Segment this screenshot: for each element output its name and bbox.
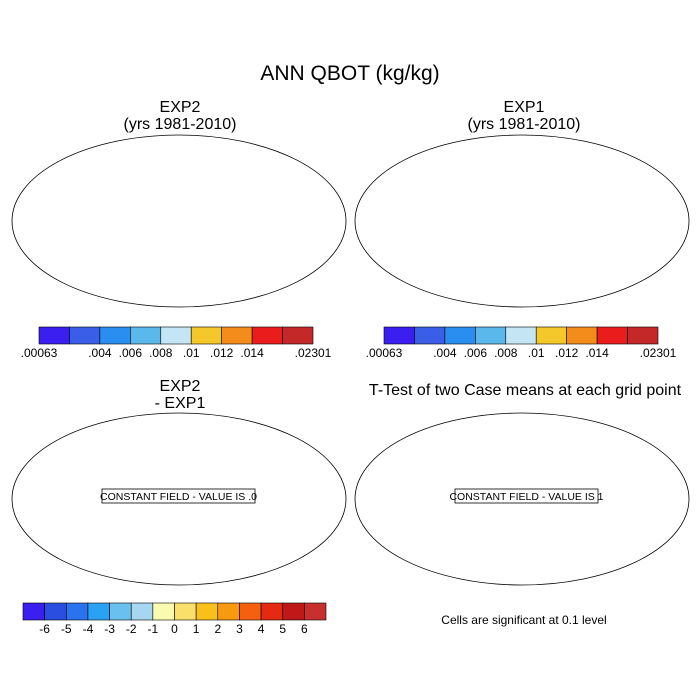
colorbar-exp2-swatch [251, 326, 283, 345]
colorbar-diff-swatch [174, 602, 197, 621]
colorbar-diff-swatch [65, 602, 89, 621]
exp2-field [29, 140, 334, 295]
colorbar-exp2-tick-label: .008 [149, 346, 173, 360]
colorbar-exp1-swatch [535, 326, 567, 345]
colorbar-diff-swatch [260, 602, 284, 621]
exp1-field [372, 140, 677, 295]
colorbar-exp1-tick-label: .00063 [366, 346, 403, 360]
colorbar-exp2-swatch [282, 326, 314, 345]
panel-title-diff-line2: - EXP1 [154, 395, 206, 412]
colorbar-exp2-swatch [160, 326, 192, 345]
colorbar-exp2-swatch [38, 326, 70, 345]
colorbar-diff-swatch [109, 602, 132, 621]
panel-title-diff: EXP2 - EXP1 [70, 378, 290, 412]
figure-title: ANN QBOT (kg/kg) [260, 62, 440, 85]
ttest-annotation: CONSTANT FIELD - VALUE IS 1 [449, 491, 603, 503]
colorbar-exp1-tick-label: .014 [585, 346, 609, 360]
colorbar-exp2-tick-label: .012 [210, 346, 234, 360]
colorbar-diff-tick-label: -1 [148, 622, 159, 636]
exp2-map-border [11, 134, 347, 308]
colorbar-diff-tick-label: -3 [104, 622, 115, 636]
colorbar-exp2-tick-label: .00063 [21, 346, 58, 360]
map-panel-ttest: CONSTANT FIELD - VALUE IS 1 [354, 412, 690, 586]
significance-note: Cells are significant at 0.1 level [441, 613, 606, 627]
colorbar-exp1-tick-label: .006 [464, 346, 488, 360]
colorbar-diff-swatch [44, 602, 67, 621]
colorbar-exp2-swatch [190, 326, 222, 345]
colorbar-diff-tick-label: -5 [61, 622, 72, 636]
colorbar-exp2: .00063 .004 .006 .008 .01 .012 .014 .02301 [21, 326, 332, 360]
panel-title-exp2-line1: EXP2 [159, 99, 201, 116]
exp1-map-border [354, 134, 690, 308]
map-panel-exp1 [354, 134, 690, 308]
colorbar-exp1-swatch [444, 326, 476, 345]
colorbar-exp2-tick-label: .01 [183, 346, 200, 360]
colorbar-diff-swatch [195, 602, 219, 621]
colorbar-exp2-tick-label: .006 [119, 346, 143, 360]
colorbar-exp1-tick-label: .004 [433, 346, 457, 360]
colorbar-exp1-tick-label: .012 [555, 346, 579, 360]
panel-title-diff-line1: EXP2 [159, 378, 201, 395]
exp2-coastlines [29, 140, 334, 299]
exp1-coastlines [372, 140, 677, 299]
colorbar-diff-tick-label: 0 [171, 622, 178, 636]
colorbar-diff-tick-label: 6 [301, 622, 308, 636]
colorbar-exp2-swatch [69, 326, 101, 345]
colorbar-exp1-tick-label: .008 [494, 346, 518, 360]
colorbar-exp2-swatch [99, 326, 131, 345]
colorbar-diff-swatch [87, 602, 110, 621]
colorbar-exp1-swatch [596, 326, 628, 345]
colorbar-exp2-swatch [221, 326, 253, 345]
colorbar-exp1-swatch [475, 326, 507, 345]
panel-title-exp2-line2: (yrs 1981-2010) [123, 116, 237, 133]
colorbar-exp1: .00063 .004 .006 .008 .01 .012 .014 .02301 [366, 326, 677, 360]
colorbar-exp1-tick-label: .01 [528, 346, 545, 360]
panel-title-ttest: T-Test of two Case means at each grid po… [368, 382, 682, 399]
diff-annotation: CONSTANT FIELD - VALUE IS .0 [100, 491, 257, 503]
diff-map-border [11, 412, 347, 586]
panel-title-exp1: EXP1 (yrs 1981-2010) [414, 99, 634, 133]
panel-title-exp1-line2: (yrs 1981-2010) [467, 116, 581, 133]
colorbar-exp1-swatch [627, 326, 659, 345]
colorbar-diff-swatch [152, 602, 175, 621]
colorbar-diff: -6 -5 -4 -3 -2 -1 0 1 2 3 4 5 6 [22, 602, 327, 636]
colorbar-exp2-swatch [130, 326, 162, 345]
colorbar-exp1-swatch [383, 326, 415, 345]
panel-title-exp2: EXP2 (yrs 1981-2010) [70, 99, 290, 133]
ttest-map-border [354, 412, 690, 586]
colorbar-exp1-swatch [505, 326, 537, 345]
diff-annotation-box [101, 488, 256, 504]
colorbar-exp1-swatch [414, 326, 446, 345]
colorbar-diff-tick-label: 4 [258, 622, 265, 636]
colorbar-diff-tick-label: 3 [236, 622, 243, 636]
map-panel-exp2 [11, 134, 347, 308]
colorbar-exp2-tick-label: .004 [88, 346, 112, 360]
colorbar-diff-swatch [130, 602, 154, 621]
colorbar-diff-tick-label: -6 [39, 622, 50, 636]
colorbar-exp2-tick-label: .02301 [295, 346, 332, 360]
colorbar-diff-tick-label: 5 [279, 622, 286, 636]
colorbar-diff-swatch [22, 602, 45, 621]
colorbar-diff-swatch [304, 602, 327, 621]
colorbar-diff-tick-label: -4 [83, 622, 94, 636]
colorbar-exp1-tick-label: .02301 [640, 346, 677, 360]
colorbar-diff-tick-label: 2 [214, 622, 221, 636]
colorbar-diff-swatch [282, 602, 305, 621]
colorbar-diff-tick-label: 1 [193, 622, 200, 636]
panel-title-exp1-line1: EXP1 [503, 99, 545, 116]
ttest-annotation-box [454, 488, 599, 504]
colorbar-diff-tick-label: -2 [126, 622, 137, 636]
colorbar-diff-swatch [239, 602, 262, 621]
map-panel-diff: CONSTANT FIELD - VALUE IS .0 [11, 412, 347, 586]
colorbar-exp2-tick-label: .014 [240, 346, 264, 360]
colorbar-diff-swatch [217, 602, 240, 621]
colorbar-exp1-swatch [566, 326, 598, 345]
